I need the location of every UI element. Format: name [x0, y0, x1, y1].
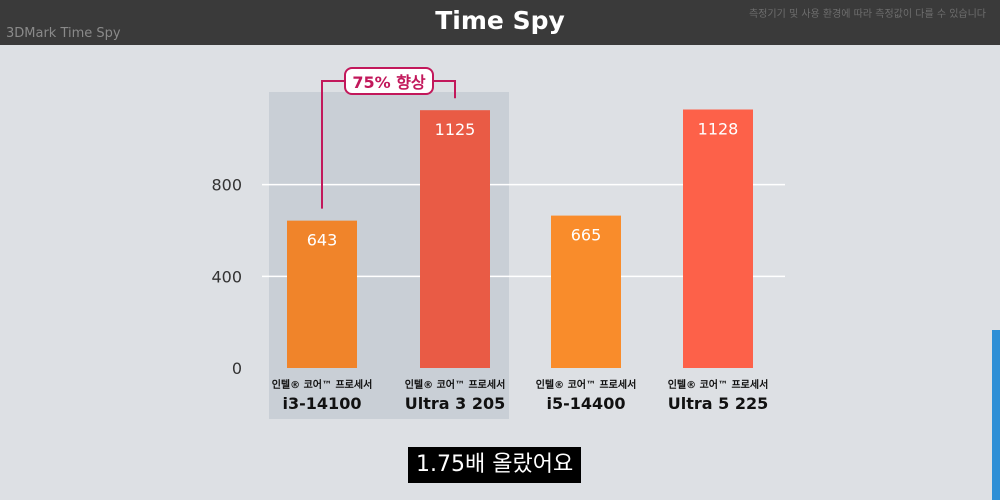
bar-value-label: 1128 — [698, 120, 739, 139]
bar-value-label: 643 — [307, 231, 338, 250]
bar — [683, 109, 753, 368]
category-label-line2: Ultra 5 225 — [668, 394, 768, 413]
category-label-line2: i3-14100 — [283, 394, 362, 413]
category-label-line1: 인텔® 코어™ 프로세서 — [536, 378, 637, 391]
bar — [420, 110, 490, 368]
improvement-badge: 75% 향상 — [344, 67, 434, 95]
title-bar — [0, 0, 1000, 45]
y-tick-label: 800 — [211, 176, 242, 195]
bar-value-label: 1125 — [435, 120, 476, 139]
scrollbar[interactable] — [992, 330, 1000, 500]
category-label-line1: 인텔® 코어™ 프로세서 — [405, 378, 506, 391]
bar — [551, 215, 621, 368]
page-title: Time Spy — [435, 6, 565, 35]
category-label-line1: 인텔® 코어™ 프로세서 — [668, 378, 769, 391]
bar — [287, 220, 357, 368]
subtitle-caption: 1.75배 올랐어요 — [408, 447, 582, 483]
disclaimer-text: 측정기기 및 사용 환경에 따라 측정값이 다를 수 있습니다 — [748, 9, 986, 20]
benchmark-subtitle: 3DMark Time Spy — [6, 26, 121, 41]
category-label-line2: i5-14400 — [547, 394, 626, 413]
y-tick-label: 0 — [232, 359, 242, 378]
bar-value-label: 665 — [571, 226, 602, 245]
category-label-line2: Ultra 3 205 — [405, 394, 505, 413]
category-label-line1: 인텔® 코어™ 프로세서 — [272, 378, 373, 391]
y-tick-label: 400 — [211, 267, 242, 286]
